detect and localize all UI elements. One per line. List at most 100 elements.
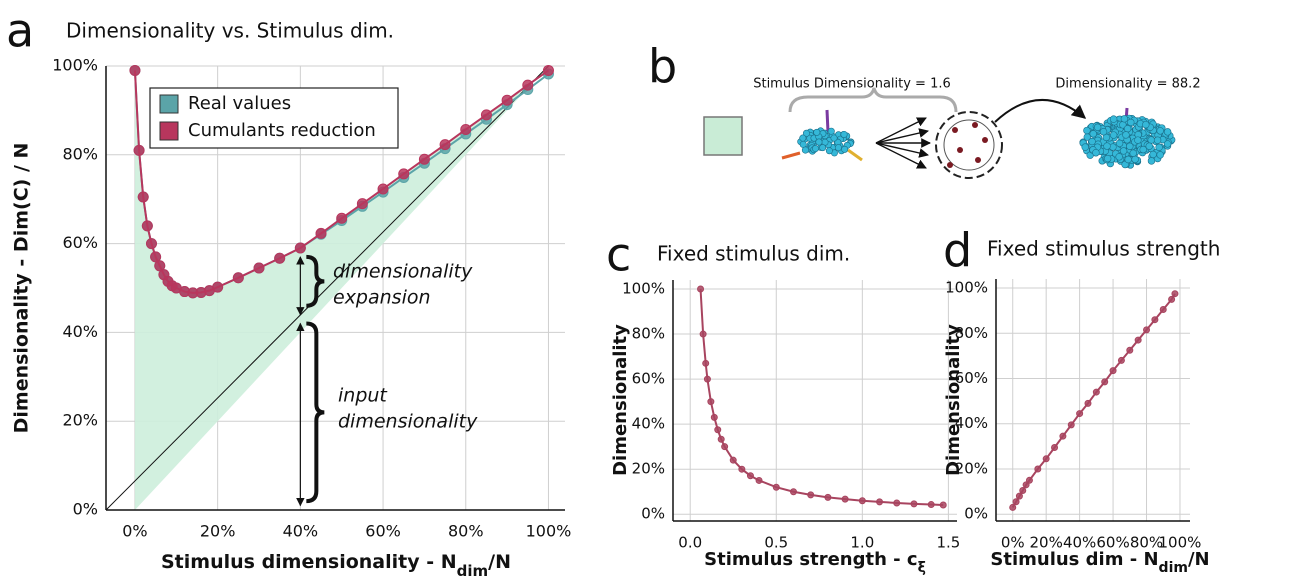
legend-swatch (159, 121, 179, 141)
y-tick-label: 20% (632, 460, 665, 478)
data-point (746, 472, 754, 480)
y-axis-label: Dimensionality (943, 324, 964, 476)
cloud-dot (1120, 115, 1129, 123)
x-axis-label-part: dim (457, 562, 489, 576)
cloud-dot (813, 128, 821, 136)
axis-bar (781, 151, 801, 160)
panel-letter: d (943, 224, 972, 278)
data-point (717, 435, 725, 443)
data-point (1015, 492, 1023, 500)
cloud-dot (1124, 155, 1132, 164)
y-axis-label: Dimensionality - Dim(C) / N (11, 143, 33, 434)
data-point (232, 272, 244, 284)
y-tick-label: 40% (632, 415, 665, 433)
y-tick-label: 80% (632, 325, 665, 343)
cloud-dot (1131, 155, 1139, 164)
data-point (398, 168, 410, 180)
x-axis-label: Stimulus strength - cξ (704, 549, 926, 576)
series-line (1011, 293, 1176, 508)
data-point (460, 123, 472, 135)
data-point (501, 94, 513, 106)
brace (306, 254, 325, 308)
data-point (1109, 367, 1117, 375)
data-point (1168, 295, 1176, 303)
data-point (1101, 378, 1109, 386)
data-point (1059, 432, 1067, 440)
x-axis-label-part: Stimulus dimensionality - N (161, 551, 457, 573)
cloud-dot (815, 138, 823, 146)
data-point (876, 498, 884, 506)
data-point (1159, 306, 1167, 314)
cloud-dot (1103, 154, 1112, 163)
cloud-dot (1093, 123, 1102, 131)
data-point (910, 500, 918, 508)
x-tick-label: 60% (365, 522, 401, 541)
annotation: dimensionality (338, 411, 478, 433)
data-point (274, 252, 286, 264)
cloud-dot (1134, 136, 1142, 144)
y-axis-label: Dimensionality (610, 324, 631, 476)
data-point (702, 359, 710, 367)
cloud-dot (1147, 157, 1156, 165)
cloud-dot (812, 145, 820, 153)
data-point (141, 220, 153, 232)
cloud-dot (1147, 136, 1155, 144)
axis-bar (825, 109, 830, 133)
axis-bar (847, 148, 863, 162)
cloud-dot (1127, 118, 1135, 127)
chart-title: Dimensionality vs. Stimulus dim. (66, 19, 394, 43)
chart-title: Fixed stimulus strength (987, 237, 1220, 261)
x-axis-label-part: ξ (918, 560, 926, 576)
y-tick-label: 80% (955, 324, 988, 342)
y-tick-label: 40% (955, 414, 988, 432)
data-point (1134, 336, 1142, 344)
data-point (707, 398, 715, 406)
cloud-dot (1156, 127, 1164, 135)
data-point (336, 212, 348, 224)
x-tick-label: 1.5 (936, 534, 960, 552)
data-point (893, 499, 901, 507)
cloud-dot (1139, 145, 1147, 154)
x-axis-label-part: /N (1188, 549, 1210, 570)
x-tick-label: 80% (1130, 534, 1163, 552)
panel-letter: a (6, 4, 34, 58)
data-point (714, 426, 722, 434)
fan-arrows (875, 117, 931, 169)
x-tick-label: 20% (200, 522, 236, 541)
panel-letter: c (606, 228, 631, 282)
x-tick-label: 100% (1159, 534, 1202, 552)
cloud-dot (1142, 120, 1150, 129)
data-point (154, 260, 166, 272)
data-point (729, 456, 737, 464)
data-point (522, 79, 534, 91)
cloud-dot (1088, 137, 1096, 146)
data-point (1117, 356, 1125, 364)
cloud-dot (1126, 142, 1134, 150)
cloud-dot (1099, 128, 1108, 136)
network-inner (943, 119, 995, 171)
data-point (150, 251, 162, 263)
y-tick-label: 0% (641, 505, 665, 523)
x-tick-label: 20% (1030, 534, 1063, 552)
network-circle (935, 111, 1003, 179)
x-axis-label: Stimulus dim - Ndim/N (990, 549, 1209, 576)
cloud-dot (1129, 149, 1137, 157)
data-point (145, 238, 157, 250)
x-tick-label: 0.0 (678, 534, 702, 552)
cloud-dot (1156, 151, 1164, 159)
cloud-dot (1109, 131, 1118, 139)
cloud-dot (1103, 142, 1111, 150)
cloud-dot (1155, 143, 1163, 151)
x-axis-label-part: Stimulus strength - c (704, 549, 917, 570)
data-point (129, 64, 141, 76)
data-point (480, 109, 492, 121)
cloud-dot (1149, 150, 1157, 159)
data-point (1092, 388, 1100, 396)
x-tick-label: 0% (122, 522, 147, 541)
data-point (1042, 455, 1050, 463)
y-tick-label: 20% (62, 411, 98, 430)
cloud-dot (827, 127, 835, 135)
brace (306, 321, 325, 504)
x-tick-label: 80% (448, 522, 484, 541)
